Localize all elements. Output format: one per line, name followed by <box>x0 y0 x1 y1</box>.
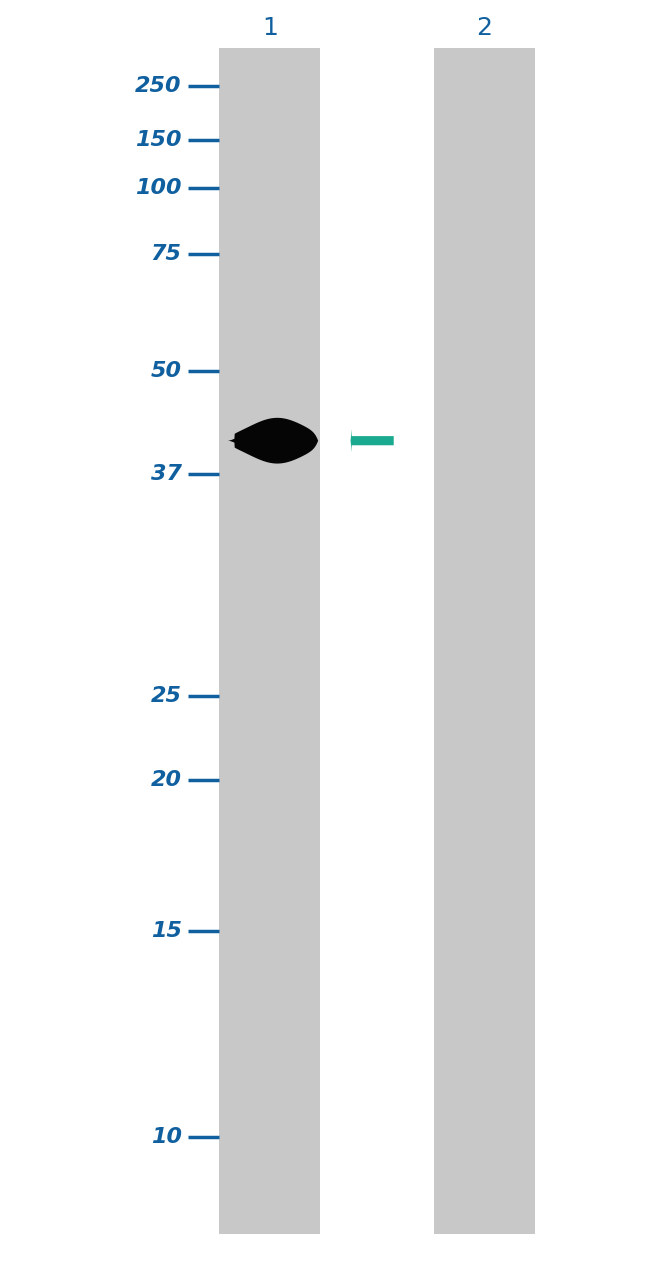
Bar <box>219 48 320 1234</box>
Text: 250: 250 <box>135 76 181 97</box>
Bar <box>434 48 534 1234</box>
Text: 2: 2 <box>476 17 492 39</box>
Text: 150: 150 <box>135 130 181 150</box>
Text: 1: 1 <box>262 17 278 39</box>
Text: 25: 25 <box>151 686 181 706</box>
Polygon shape <box>227 418 318 464</box>
Text: 50: 50 <box>151 361 181 381</box>
Text: 100: 100 <box>135 178 181 198</box>
Text: 10: 10 <box>151 1126 181 1147</box>
Text: 15: 15 <box>151 921 181 941</box>
Text: 37: 37 <box>151 464 181 484</box>
Text: 75: 75 <box>151 244 181 264</box>
Text: 20: 20 <box>151 770 181 790</box>
